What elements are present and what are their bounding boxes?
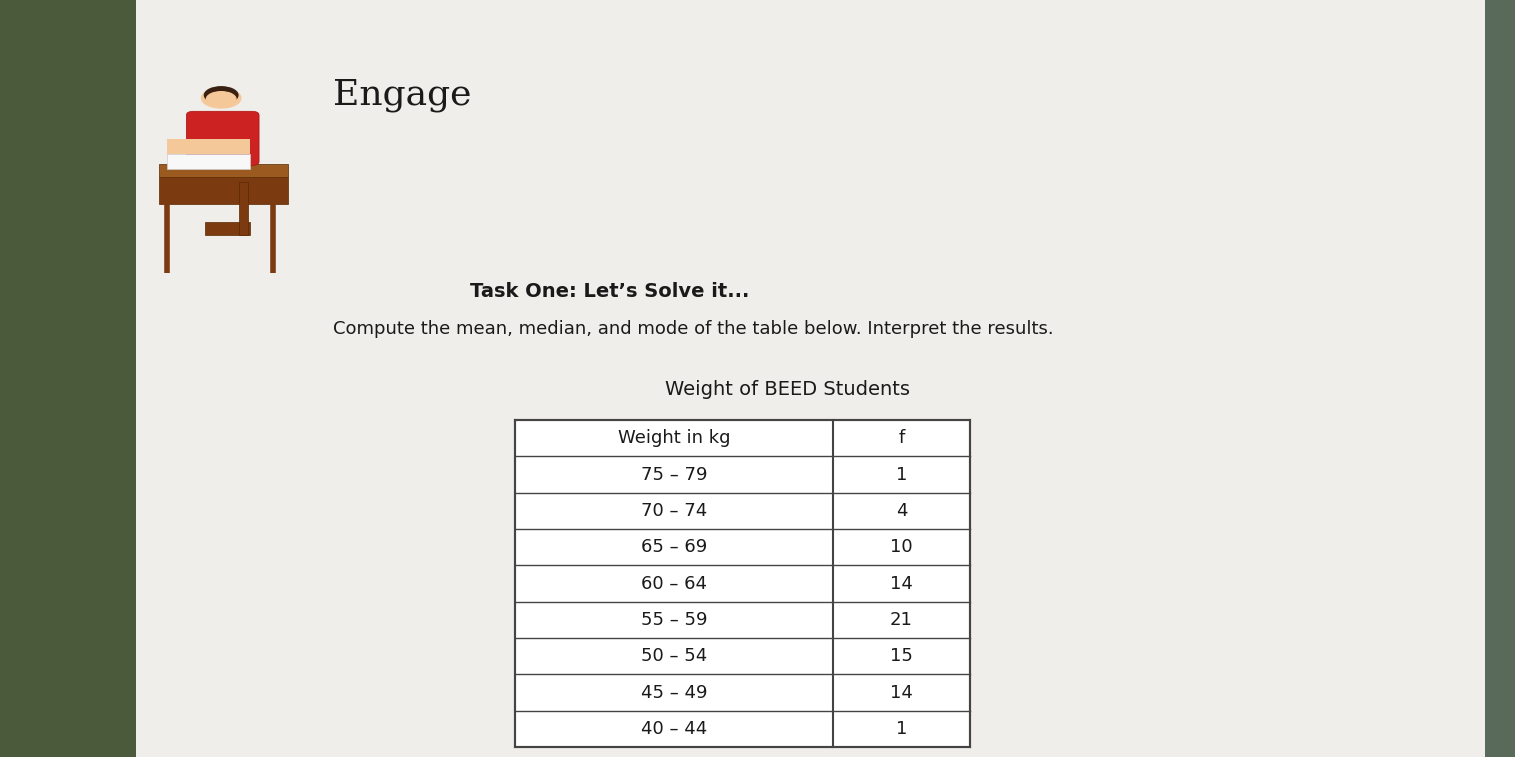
Text: f: f: [898, 429, 904, 447]
Text: 4: 4: [895, 502, 907, 520]
Text: 14: 14: [889, 575, 914, 593]
FancyBboxPatch shape: [205, 222, 250, 235]
Text: Engage: Engage: [333, 78, 471, 111]
Text: 45 – 49: 45 – 49: [641, 684, 708, 702]
Text: 10: 10: [891, 538, 912, 556]
FancyBboxPatch shape: [159, 177, 288, 204]
Text: 60 – 64: 60 – 64: [641, 575, 708, 593]
FancyBboxPatch shape: [1485, 0, 1515, 757]
Circle shape: [201, 89, 241, 108]
FancyBboxPatch shape: [167, 139, 250, 154]
Circle shape: [206, 92, 236, 107]
Text: 21: 21: [889, 611, 914, 629]
Text: 40 – 44: 40 – 44: [641, 720, 708, 738]
Text: Task One: Let’s Solve it...: Task One: Let’s Solve it...: [470, 282, 748, 301]
Text: 1: 1: [895, 466, 907, 484]
Text: Weight in kg: Weight in kg: [618, 429, 730, 447]
FancyBboxPatch shape: [136, 0, 1485, 757]
Text: 55 – 59: 55 – 59: [641, 611, 708, 629]
Text: 15: 15: [889, 647, 914, 665]
FancyBboxPatch shape: [239, 182, 248, 235]
Text: Weight of BEED Students: Weight of BEED Students: [665, 380, 911, 400]
FancyBboxPatch shape: [515, 420, 970, 747]
Text: Compute the mean, median, and mode of the table below. Interpret the results.: Compute the mean, median, and mode of th…: [333, 320, 1054, 338]
Text: 50 – 54: 50 – 54: [641, 647, 708, 665]
FancyBboxPatch shape: [186, 111, 259, 166]
Circle shape: [205, 87, 238, 104]
FancyBboxPatch shape: [159, 164, 288, 177]
Text: 70 – 74: 70 – 74: [641, 502, 708, 520]
FancyBboxPatch shape: [0, 0, 136, 757]
Text: 14: 14: [889, 684, 914, 702]
Text: 75 – 79: 75 – 79: [641, 466, 708, 484]
Text: 65 – 69: 65 – 69: [641, 538, 708, 556]
FancyBboxPatch shape: [167, 154, 250, 170]
Text: 1: 1: [895, 720, 907, 738]
